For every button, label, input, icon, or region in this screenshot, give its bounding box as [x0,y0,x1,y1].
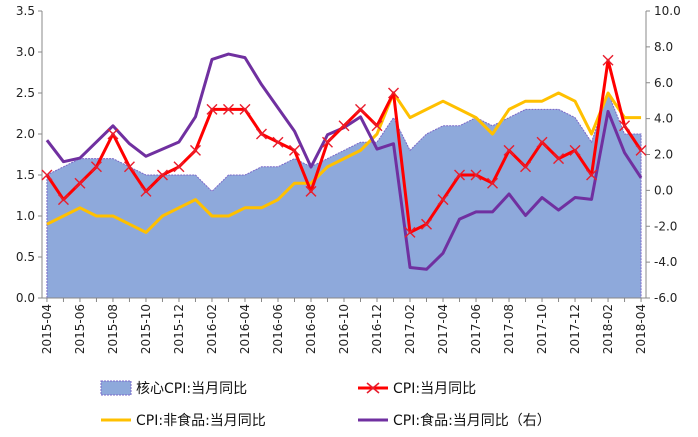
y-left-tick-label: 2.0 [16,127,35,141]
cpi-point-marker [272,136,284,148]
x-tick-label: 2016-08 [304,304,318,354]
tick-labels: 0.0 0.5 1.0 1.5 2.0 2.5 3.0 3.5 -6.0 -4.0 -2.0 0.0 2… [16,4,681,354]
cpi-point-marker [206,103,218,115]
area-core-cpi [46,91,642,299]
cpi-point-marker [470,169,482,181]
cpi-point-marker [57,194,69,206]
cpi-point-marker [487,177,499,189]
cpi-point-marker [173,161,185,173]
x-tick-label: 2016-04 [238,304,252,354]
legend-label-core-cpi: 核心CPI:当月同比 [136,381,247,397]
cpi-point-marker [322,136,333,148]
x-tick-label: 2017-02 [403,304,417,354]
x-tick-label: 2017-08 [502,304,516,354]
legend-label-food-cpi: CPI:食品:当月同比（右） [393,412,551,429]
y-right-tick-label: 0.0 [654,183,673,197]
y-right-tick-label: 2.0 [654,148,673,162]
cpi-point-marker [569,144,581,156]
y-left-tick-label: 2.5 [16,86,35,100]
x-tick-label: 2017-10 [535,304,549,354]
cpi-point-marker [619,120,631,132]
cpi-point-marker [156,169,168,181]
y-left-tick-label: 1.0 [16,209,35,223]
cpi-point-marker [140,185,152,197]
cpi-point-marker [305,185,317,197]
cpi-point-marker [338,120,350,132]
y-left-tick-label: 0.5 [16,250,35,264]
legend-item-cpi: CPI:当月同比 [358,381,476,397]
cpi-point-marker [437,194,449,206]
cpi-point-marker [454,169,466,181]
x-tick-label: 2018-02 [601,304,615,354]
legend-item-nonfood-cpi: CPI:非食品:当月同比 [101,412,266,429]
cpi-point-marker [404,226,416,238]
cpi-point-marker [602,54,614,66]
cpi-point-marker [90,161,102,173]
legend: 核心CPI:当月同比 CPI:当月同比 CPI:非食品:当月同比 CPI:食品:… [100,380,551,429]
axes [38,10,650,302]
y-right-tick-label: 6.0 [654,76,673,90]
x-tick-label: 2017-04 [436,304,450,354]
cpi-point-marker [421,218,433,230]
line-nonfood-cpi [46,91,642,234]
y-left-tick-label: 3.5 [16,4,35,18]
x-tick-label: 2015-12 [172,304,186,354]
y-right-tick-label: -6.0 [654,291,677,305]
series-lines [41,52,647,271]
cpi-point-marker [388,87,400,99]
y-right-tick-label: -4.0 [654,255,677,269]
legend-label-cpi: CPI:当月同比 [393,381,476,397]
cpi-point-marker [635,144,647,156]
x-tick-label: 2015-10 [139,304,153,354]
x-tick-label: 2015-08 [106,304,120,354]
y-right-tick-label: 8.0 [654,40,673,54]
legend-item-food-cpi: CPI:食品:当月同比（右） [358,412,551,429]
cpi-point-marker [41,169,53,181]
cpi-point-marker [288,144,300,156]
x-tick-label: 2018-04 [634,304,648,354]
x-tick-label: 2015-04 [40,304,54,354]
cpi-point-marker [371,120,383,132]
cpi-point-marker [239,103,251,115]
cpi-point-marker [189,144,201,156]
x-tick-label: 2017-06 [469,304,483,354]
legend-swatch-core-cpi [100,380,132,396]
y-right-tick-label: 4.0 [654,112,673,126]
y-right-tick-label: -2.0 [654,219,677,233]
cpi-point-marker [255,128,267,140]
cpi-point-marker [222,103,234,115]
cpi-point-marker [74,177,86,189]
legend-marker-cpi [366,382,380,394]
cpi-point-marker [536,136,548,148]
cpi-point-marker [123,161,135,173]
x-tick-label: 2017-12 [568,304,582,354]
x-tick-label: 2016-10 [337,304,351,354]
cpi-point-marker [107,128,119,140]
legend-label-nonfood-cpi: CPI:非食品:当月同比 [136,412,266,429]
cpi-point-marker [503,144,515,156]
x-tick-label: 2016-06 [271,304,285,354]
core-cpi-area-layer [46,91,642,299]
cpi-point-marker [520,161,532,173]
cpi-point-marker [586,169,598,181]
y-right-tick-label: 10.0 [654,4,681,18]
legend-item-core-cpi: 核心CPI:当月同比 [100,380,247,397]
y-left-tick-label: 0.0 [16,291,35,305]
x-tick-label: 2015-06 [73,304,87,354]
y-left-tick-label: 1.5 [16,168,35,182]
cpi-point-marker [553,153,565,165]
x-tick-label: 2016-02 [205,304,219,354]
y-left-tick-label: 3.0 [16,45,35,59]
x-tick-label: 2016-12 [370,304,384,354]
cpi-point-marker [355,103,366,115]
